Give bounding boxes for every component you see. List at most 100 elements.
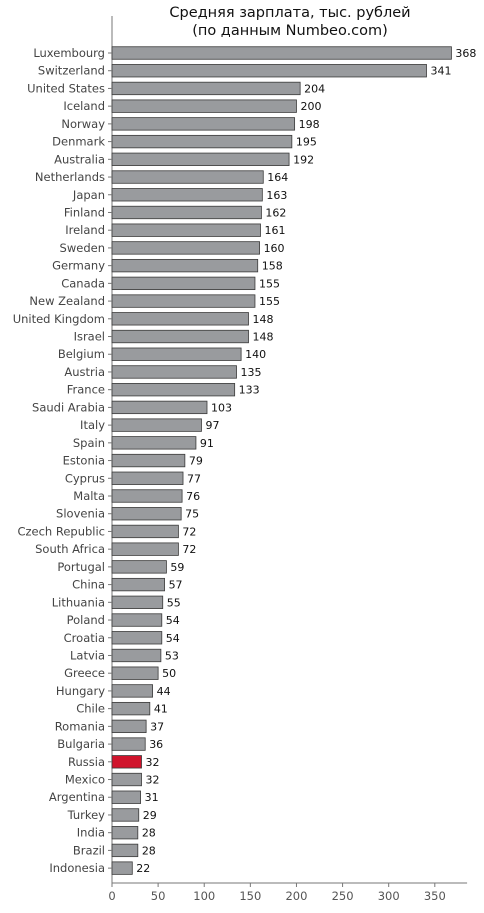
data-label: 198 — [299, 118, 320, 131]
data-label: 76 — [186, 490, 200, 503]
data-label: 162 — [265, 206, 286, 219]
bar-croatia — [111, 631, 163, 645]
category-label: Hungary — [56, 684, 105, 698]
data-label: 148 — [253, 313, 274, 326]
data-label: 148 — [253, 331, 274, 344]
category-label: Italy — [80, 418, 105, 432]
category-label: Bulgaria — [57, 737, 105, 751]
data-label: 133 — [239, 384, 260, 397]
category-label: India — [77, 826, 105, 840]
bar-latvia — [111, 648, 162, 663]
category-label: Austria — [64, 365, 105, 379]
bar-argentina — [111, 790, 141, 804]
category-label: South Africa — [35, 542, 105, 556]
bar-greece — [111, 666, 159, 680]
category-label: Argentina — [49, 790, 105, 804]
category-label: Switzerland — [38, 64, 105, 78]
category-label: Cyprus — [65, 471, 105, 485]
data-label: 103 — [211, 401, 232, 414]
category-label: Sweden — [60, 241, 105, 255]
bar-united-kingdom — [111, 312, 249, 326]
bar-united-states — [111, 81, 301, 96]
category-label: Finland — [64, 205, 105, 219]
data-label: 22 — [136, 862, 150, 875]
category-label: Turkey — [67, 808, 106, 822]
x-tick-label: 300 — [378, 889, 400, 903]
bar-bulgaria — [111, 737, 146, 751]
bar-france — [111, 383, 236, 397]
category-label: China — [72, 578, 105, 592]
bar-luxembourg — [111, 46, 452, 60]
category-label: Malta — [73, 489, 105, 503]
bar-portugal — [111, 560, 167, 574]
data-label: 158 — [262, 260, 283, 273]
bar-norway — [111, 117, 296, 131]
data-label: 155 — [259, 295, 280, 308]
bar-iceland — [111, 99, 297, 113]
data-label: 41 — [154, 703, 168, 716]
data-label: 53 — [165, 649, 179, 662]
data-label: 54 — [166, 632, 180, 645]
bar-india — [111, 826, 139, 840]
data-label: 59 — [170, 561, 184, 574]
bar-malta — [111, 489, 183, 503]
category-label: Slovenia — [56, 507, 105, 521]
data-label: 200 — [300, 100, 321, 113]
bar-israel — [111, 329, 249, 344]
category-label: Portugal — [57, 560, 105, 574]
bar-finland — [111, 205, 262, 220]
category-label: Australia — [54, 152, 105, 166]
chart-title-line-2: (по данным Numbeo.com) — [192, 23, 388, 39]
data-label: 192 — [293, 153, 314, 166]
bar-indonesia — [111, 861, 133, 875]
bar-china — [111, 577, 165, 592]
category-label: Croatia — [64, 631, 105, 645]
x-tick-label: 150 — [239, 889, 261, 903]
data-label: 32 — [146, 774, 160, 787]
data-label: 31 — [145, 791, 159, 804]
data-label: 32 — [146, 756, 160, 769]
bar-new-zealand — [111, 294, 256, 308]
category-label: Romania — [55, 719, 105, 733]
category-label: Estonia — [63, 454, 105, 468]
data-label: 36 — [149, 738, 163, 751]
bar-slovenia — [111, 507, 182, 521]
category-label: Lithuania — [52, 595, 105, 609]
bar-belgium — [111, 347, 242, 361]
chart-title-line-1: Средняя зарплата, тыс. рублей — [169, 5, 411, 21]
bar-germany — [111, 258, 259, 273]
category-label: Russia — [68, 755, 105, 769]
bar-denmark — [111, 134, 293, 149]
category-label: United States — [27, 81, 105, 95]
data-label: 160 — [264, 242, 285, 255]
bar-australia — [111, 152, 290, 166]
bar-romania — [111, 719, 147, 734]
category-label: Ireland — [65, 223, 105, 237]
category-label: Germany — [52, 259, 105, 273]
data-label: 37 — [150, 720, 164, 733]
category-label: Spain — [73, 436, 105, 450]
data-label: 97 — [205, 419, 219, 432]
data-label: 195 — [296, 136, 317, 149]
data-label: 54 — [166, 614, 180, 627]
category-label: Norway — [61, 117, 105, 131]
bar-lithuania — [111, 595, 164, 609]
bar-saudi-arabia — [111, 400, 208, 415]
bar-netherlands — [111, 170, 264, 184]
data-label: 72 — [182, 543, 196, 556]
data-label: 155 — [259, 277, 280, 290]
bar-czech-republic — [111, 524, 179, 539]
category-label: United Kingdom — [13, 312, 105, 326]
bar-chile — [111, 701, 151, 716]
data-label: 50 — [162, 667, 176, 680]
data-label: 72 — [182, 525, 196, 538]
data-label: 135 — [241, 366, 262, 379]
x-tick-label: 0 — [108, 889, 115, 903]
category-label: Latvia — [70, 648, 105, 662]
data-label: 28 — [142, 844, 156, 857]
category-label: Japan — [72, 188, 105, 202]
data-label: 163 — [266, 189, 287, 202]
data-label: 91 — [200, 437, 214, 450]
